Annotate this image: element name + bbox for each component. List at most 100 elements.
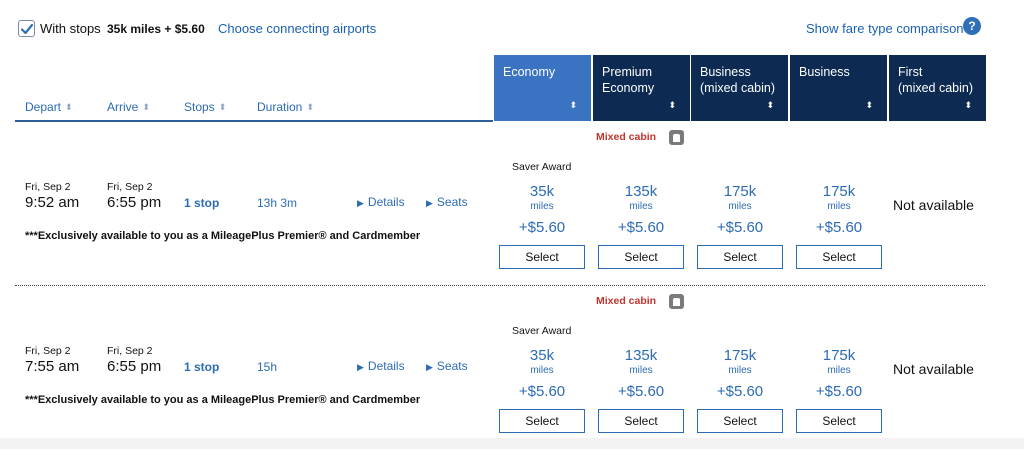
cabin-header-first-mixed[interactable]: First (mixed cabin) ⬍ bbox=[889, 55, 986, 121]
duration-value: 13h 3m bbox=[257, 196, 298, 210]
depart-time: 7:55 am bbox=[25, 358, 80, 375]
seats-link[interactable]: ▶ Seats bbox=[426, 359, 468, 373]
sort-icon: ⬍ bbox=[218, 101, 227, 112]
fare-business: 175k miles +$5.60 bbox=[796, 347, 882, 401]
seat-info-icon[interactable] bbox=[669, 294, 684, 309]
fare-miles: 175k bbox=[723, 183, 757, 200]
saver-award-label: Saver Award bbox=[512, 161, 572, 173]
cabin-label: Premium bbox=[602, 65, 653, 79]
cabin-header-premium-economy[interactable]: Premium Economy ⬍ bbox=[593, 55, 690, 121]
fare-miles: 175k bbox=[723, 347, 757, 364]
fare-tax: +$5.60 bbox=[716, 219, 764, 236]
details-label: Details bbox=[367, 195, 405, 209]
fare-miles: 135k bbox=[624, 183, 658, 200]
sort-icon: ⬍ bbox=[65, 101, 73, 112]
cabin-header-business-mixed[interactable]: Business (mixed cabin) ⬍ bbox=[691, 55, 788, 121]
sort-depart[interactable]: Depart ⬍ bbox=[25, 100, 73, 114]
sort-icon: ⬍ bbox=[569, 100, 577, 110]
depart-date: Fri, Sep 2 bbox=[25, 345, 71, 357]
sort-icon: ⬍ bbox=[306, 101, 314, 112]
select-economy-button[interactable]: Select bbox=[499, 245, 585, 269]
caret-right-icon: ▶ bbox=[357, 198, 364, 208]
stops-count-link[interactable]: 1 stop bbox=[184, 360, 220, 374]
arrive-date: Fri, Sep 2 bbox=[107, 181, 153, 193]
mixed-cabin-label: Mixed cabin bbox=[596, 131, 657, 143]
sort-icon: ⬍ bbox=[865, 100, 873, 110]
saver-award-label: Saver Award bbox=[512, 325, 572, 337]
sort-duration[interactable]: Duration ⬍ bbox=[257, 100, 314, 114]
sort-icon: ⬍ bbox=[668, 100, 676, 110]
details-label: Details bbox=[367, 359, 405, 373]
with-stops-label: With stops bbox=[40, 21, 101, 36]
fare-economy: 35k miles +$5.60 bbox=[499, 347, 585, 401]
fare-miles-unit: miles bbox=[629, 365, 653, 376]
depart-date: Fri, Sep 2 bbox=[25, 181, 71, 193]
select-premium-economy-button[interactable]: Select bbox=[598, 409, 684, 433]
first-not-available: Not available bbox=[893, 197, 974, 213]
fare-miles: 175k bbox=[822, 183, 856, 200]
duration-value: 15h bbox=[257, 360, 278, 374]
fare-miles-unit: miles bbox=[827, 201, 851, 212]
fare-tax: +$5.60 bbox=[815, 383, 863, 400]
caret-right-icon: ▶ bbox=[357, 362, 364, 372]
depart-header-label: Depart bbox=[25, 100, 62, 114]
seats-label: Seats bbox=[436, 359, 468, 373]
select-business-mixed-button[interactable]: Select bbox=[697, 245, 783, 269]
cabin-sublabel: (mixed cabin) bbox=[898, 81, 974, 95]
fare-miles: 135k bbox=[624, 347, 658, 364]
mixed-cabin-label: Mixed cabin bbox=[596, 295, 657, 307]
fare-economy: 35k miles +$5.60 bbox=[499, 183, 585, 237]
select-premium-economy-button[interactable]: Select bbox=[598, 245, 684, 269]
select-business-mixed-button[interactable]: Select bbox=[697, 409, 783, 433]
select-economy-button[interactable]: Select bbox=[499, 409, 585, 433]
cabin-sublabel: (mixed cabin) bbox=[700, 81, 776, 95]
fare-miles-unit: miles bbox=[827, 365, 851, 376]
stops-header-label: Stops bbox=[184, 100, 215, 114]
miles-summary: 35k miles + $5.60 bbox=[107, 22, 205, 36]
fare-miles: 175k bbox=[822, 347, 856, 364]
arrive-time: 6:55 pm bbox=[107, 194, 162, 211]
cabin-header-economy[interactable]: Economy ⬍ bbox=[494, 55, 591, 121]
fare-tax: +$5.60 bbox=[518, 383, 566, 400]
duration-header-label: Duration bbox=[257, 100, 303, 114]
fare-miles-unit: miles bbox=[530, 201, 554, 212]
premier-note: ***Exclusively available to you as a Mil… bbox=[25, 230, 421, 242]
sort-arrive[interactable]: Arrive ⬍ bbox=[107, 100, 150, 114]
help-icon[interactable]: ? bbox=[963, 17, 981, 35]
arrive-time: 6:55 pm bbox=[107, 358, 162, 375]
seats-link[interactable]: ▶ Seats bbox=[426, 195, 468, 209]
select-business-button[interactable]: Select bbox=[796, 245, 882, 269]
fare-business-mixed: 175k miles +$5.60 bbox=[697, 347, 783, 401]
fare-miles-unit: miles bbox=[530, 365, 554, 376]
sort-stops[interactable]: Stops ⬍ bbox=[184, 100, 226, 114]
fare-tax: +$5.60 bbox=[617, 383, 665, 400]
cabin-header-business[interactable]: Business ⬍ bbox=[790, 55, 887, 121]
fare-miles: 35k bbox=[529, 347, 555, 364]
sort-icon: ⬍ bbox=[964, 100, 972, 110]
fare-premium-economy: 135k miles +$5.60 bbox=[598, 183, 684, 237]
fare-tax: +$5.60 bbox=[815, 219, 863, 236]
seats-label: Seats bbox=[436, 195, 468, 209]
cabin-label: Business bbox=[700, 65, 751, 79]
arrive-header-label: Arrive bbox=[107, 100, 139, 114]
show-fare-type-comparison-link[interactable]: Show fare type comparison bbox=[806, 21, 964, 36]
fare-miles-unit: miles bbox=[728, 201, 752, 212]
details-link[interactable]: ▶ Details bbox=[357, 359, 405, 373]
fare-business-mixed: 175k miles +$5.60 bbox=[697, 183, 783, 237]
with-stops-checkbox[interactable] bbox=[18, 20, 35, 37]
details-link[interactable]: ▶ Details bbox=[357, 195, 405, 209]
select-business-button[interactable]: Select bbox=[796, 409, 882, 433]
choose-connecting-airports-link[interactable]: Choose connecting airports bbox=[218, 21, 377, 36]
row-divider bbox=[15, 285, 985, 286]
premier-note: ***Exclusively available to you as a Mil… bbox=[25, 394, 421, 406]
fare-tax: +$5.60 bbox=[716, 383, 764, 400]
fare-premium-economy: 135k miles +$5.60 bbox=[598, 347, 684, 401]
cabin-sublabel: Economy bbox=[602, 81, 655, 95]
caret-right-icon: ▶ bbox=[426, 362, 433, 372]
sort-icon: ⬍ bbox=[142, 101, 150, 112]
depart-time: 9:52 am bbox=[25, 194, 80, 211]
stops-count-link[interactable]: 1 stop bbox=[184, 196, 220, 210]
seat-info-icon[interactable] bbox=[669, 130, 684, 145]
checkmark-icon bbox=[20, 23, 33, 34]
arrive-date: Fri, Sep 2 bbox=[107, 345, 153, 357]
